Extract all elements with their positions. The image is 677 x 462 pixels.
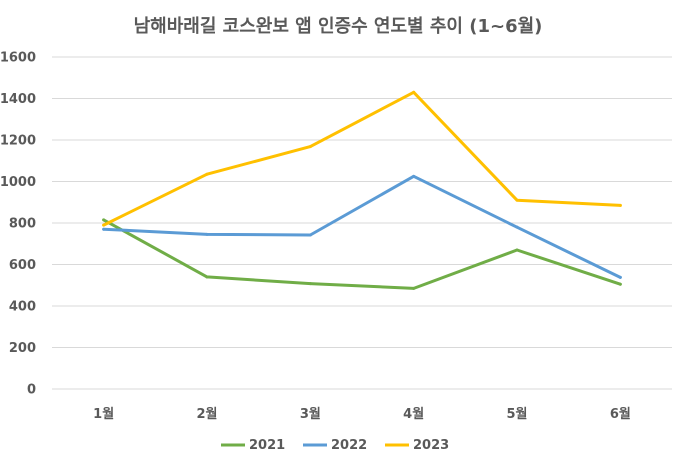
x-tick-label: 2월 [196, 406, 217, 422]
data-point-2021 [308, 282, 312, 286]
data-point-2022 [102, 227, 106, 231]
series-line-2021 [102, 218, 622, 290]
series-line-2023 [102, 90, 622, 227]
legend-label-2022: 2022 [331, 438, 367, 453]
data-point-2021 [102, 218, 106, 222]
data-point-2023 [102, 223, 106, 227]
data-point-2023 [412, 90, 416, 94]
x-tick-label: 3월 [300, 406, 321, 422]
y-tick-label: 200 [9, 341, 36, 356]
y-tick-label: 1200 [0, 134, 36, 149]
gridlines [52, 56, 672, 348]
legend: 2021 2022 2023 [221, 438, 449, 453]
x-tick-label: 4월 [403, 406, 424, 422]
legend-label-2023: 2023 [413, 438, 449, 453]
data-point-2022 [412, 174, 416, 178]
data-point-2022 [515, 225, 519, 229]
x-tick-label: 5월 [506, 406, 527, 422]
legend-label-2021: 2021 [249, 438, 285, 453]
data-point-2023 [308, 145, 312, 149]
y-tick-label: 600 [9, 258, 36, 273]
x-tick-label: 1월 [93, 406, 114, 422]
y-tick-label: 1000 [0, 175, 36, 190]
data-point-2022 [618, 275, 622, 279]
y-tick-label: 800 [9, 217, 36, 232]
x-axis-tick-labels: 1월 2월 3월 4월 5월 6월 [93, 406, 631, 422]
y-tick-label: 0 [27, 383, 36, 398]
y-tick-label: 400 [9, 300, 36, 315]
y-tick-label: 1600 [0, 51, 36, 66]
data-point-2021 [205, 275, 209, 279]
data-point-2021 [515, 248, 519, 252]
series-lines [102, 90, 622, 290]
data-point-2021 [618, 282, 622, 286]
data-point-2022 [205, 232, 209, 236]
x-tick-label: 6월 [610, 406, 631, 422]
chart-title: 남해바래길 코스완보 앱 인증수 연도별 추이 (1~6월) [134, 15, 543, 37]
data-point-2022 [308, 233, 312, 237]
y-tick-label: 1400 [0, 92, 36, 107]
data-point-2021 [412, 286, 416, 290]
data-point-2023 [205, 172, 209, 176]
data-point-2023 [515, 198, 519, 202]
series-line-2022 [102, 174, 622, 279]
data-point-2023 [618, 203, 622, 207]
y-axis-tick-labels: 0 200 400 600 800 1000 1200 1400 1600 [0, 51, 36, 398]
